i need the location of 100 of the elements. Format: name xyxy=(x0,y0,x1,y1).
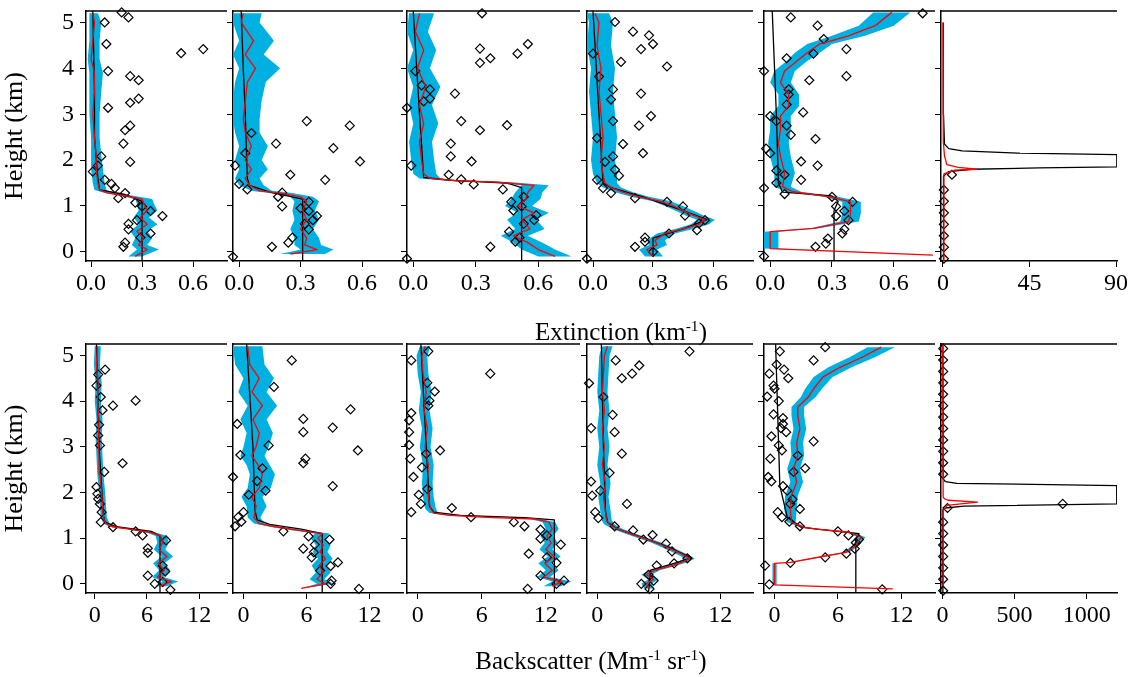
point xyxy=(794,503,805,515)
point xyxy=(792,450,803,461)
point xyxy=(609,164,621,175)
point xyxy=(227,251,239,262)
point xyxy=(843,215,854,226)
point xyxy=(474,57,486,68)
point xyxy=(766,431,777,442)
point xyxy=(777,412,789,424)
point xyxy=(808,355,819,366)
point xyxy=(777,418,789,430)
point xyxy=(551,578,562,589)
x-tick-label: 0.0 xyxy=(578,268,608,295)
point xyxy=(831,210,842,222)
x-tick-label: 45 xyxy=(1017,268,1042,295)
point xyxy=(794,521,805,532)
point xyxy=(684,346,695,357)
point xyxy=(679,210,691,221)
point xyxy=(661,61,673,72)
point xyxy=(423,400,434,411)
point xyxy=(841,71,852,82)
point xyxy=(468,179,479,190)
point xyxy=(597,182,609,194)
point xyxy=(773,396,784,407)
point xyxy=(784,516,795,527)
x-tick-label: 6 xyxy=(831,600,844,627)
point xyxy=(354,156,366,167)
point xyxy=(466,156,477,167)
y-tick-label: 2 xyxy=(62,145,74,172)
point xyxy=(785,557,796,568)
point xyxy=(917,8,928,19)
x-tick-label: 0 xyxy=(88,600,101,627)
point xyxy=(771,165,782,176)
point xyxy=(344,120,355,131)
point xyxy=(783,89,794,100)
point xyxy=(621,498,633,510)
point xyxy=(410,65,421,77)
point xyxy=(286,355,297,366)
point xyxy=(522,583,533,594)
x-tick-label: 1000 xyxy=(1062,600,1111,627)
point xyxy=(628,525,639,536)
point xyxy=(787,494,798,505)
point xyxy=(591,132,603,144)
point xyxy=(345,404,356,415)
point xyxy=(418,96,429,107)
point xyxy=(643,30,655,41)
x-tick-label: 6 xyxy=(475,600,488,627)
point xyxy=(298,413,309,425)
x-tick-label: 0.3 xyxy=(460,268,491,295)
point xyxy=(516,201,527,212)
point xyxy=(776,512,788,523)
point xyxy=(629,193,641,204)
point xyxy=(820,552,831,563)
point xyxy=(771,359,782,370)
point xyxy=(401,253,413,264)
point xyxy=(352,445,363,456)
point xyxy=(638,534,649,545)
point xyxy=(298,427,309,438)
point xyxy=(764,368,775,379)
point xyxy=(298,543,309,554)
point xyxy=(837,228,848,239)
point xyxy=(593,512,604,524)
point xyxy=(306,552,317,563)
point xyxy=(798,107,809,118)
point xyxy=(615,56,627,68)
point xyxy=(610,355,621,366)
point xyxy=(541,552,552,563)
point xyxy=(522,38,533,50)
point xyxy=(607,115,619,127)
point xyxy=(508,205,519,216)
point xyxy=(783,373,794,384)
y-tick-label: 4 xyxy=(62,53,74,80)
point xyxy=(804,75,815,86)
point xyxy=(325,560,336,572)
x-tick-label: 0 xyxy=(936,268,949,295)
point xyxy=(847,196,858,207)
point xyxy=(246,127,257,139)
x-tick-label: 0.6 xyxy=(523,268,554,295)
point xyxy=(810,133,821,145)
point xyxy=(785,12,796,23)
point xyxy=(841,548,852,559)
point xyxy=(691,225,703,236)
point xyxy=(768,409,779,420)
point xyxy=(777,480,789,492)
point xyxy=(535,570,546,581)
point xyxy=(295,203,306,214)
point xyxy=(605,94,617,105)
point xyxy=(227,471,239,483)
point xyxy=(404,415,415,426)
point xyxy=(666,546,678,557)
point xyxy=(242,184,253,195)
point xyxy=(587,490,598,501)
y-tick-label: 3 xyxy=(62,432,74,459)
point xyxy=(257,463,268,474)
point xyxy=(423,346,434,357)
point xyxy=(783,84,794,95)
point xyxy=(839,205,850,217)
x-tick-label: 0.0 xyxy=(224,268,255,295)
point xyxy=(404,427,415,438)
point xyxy=(485,53,496,64)
point xyxy=(765,148,776,159)
